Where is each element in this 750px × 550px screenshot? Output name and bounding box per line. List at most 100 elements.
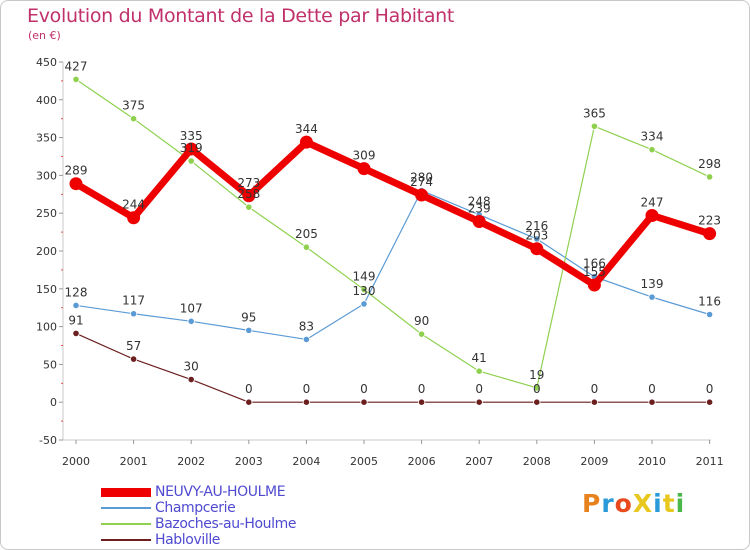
data-point bbox=[645, 208, 659, 222]
data-label: 309 bbox=[353, 149, 376, 163]
data-label: 375 bbox=[122, 99, 145, 113]
data-label: 0 bbox=[475, 382, 483, 396]
data-point bbox=[590, 398, 599, 406]
data-label: 244 bbox=[122, 198, 145, 212]
logo-letter: r bbox=[601, 489, 615, 518]
y-tick-label: 50 bbox=[43, 358, 57, 371]
data-point bbox=[360, 398, 368, 406]
data-label: 155 bbox=[583, 265, 606, 279]
legend-label: Bazoches-au-Houlme bbox=[155, 516, 297, 532]
legend-swatch bbox=[101, 487, 151, 497]
data-label: 427 bbox=[65, 59, 88, 73]
data-point bbox=[187, 157, 195, 165]
y-tick-label: 0 bbox=[50, 396, 57, 409]
data-point bbox=[360, 300, 368, 308]
y-tick-label: 100 bbox=[36, 321, 57, 334]
data-point bbox=[587, 278, 601, 292]
data-label: 130 bbox=[353, 284, 376, 298]
data-label: 128 bbox=[65, 285, 88, 299]
data-point bbox=[242, 189, 256, 203]
data-label: 0 bbox=[303, 382, 311, 396]
data-point bbox=[533, 235, 541, 243]
data-point bbox=[69, 177, 83, 191]
y-tick-label: 250 bbox=[36, 207, 57, 220]
legend-label: Habloville bbox=[155, 532, 221, 548]
x-tick-label: 2009 bbox=[580, 455, 608, 468]
legend-swatch bbox=[101, 507, 151, 509]
x-tick-label: 2007 bbox=[465, 455, 493, 468]
data-label: 280 bbox=[410, 171, 433, 185]
x-tick-label: 2011 bbox=[696, 455, 724, 468]
series-line-bazoches-au-houlme bbox=[75, 78, 711, 389]
data-point bbox=[590, 122, 599, 130]
data-label: 319 bbox=[180, 141, 203, 155]
data-label: 273 bbox=[237, 176, 260, 190]
data-point bbox=[245, 326, 253, 334]
data-label: 0 bbox=[591, 382, 599, 396]
data-point bbox=[472, 215, 486, 229]
data-point bbox=[475, 398, 483, 406]
data-label: 0 bbox=[648, 382, 656, 396]
data-point bbox=[299, 135, 313, 149]
data-point bbox=[127, 211, 141, 225]
logo-letter: X bbox=[632, 489, 654, 518]
data-label: 289 bbox=[65, 164, 88, 178]
data-label: 216 bbox=[525, 219, 548, 233]
data-point bbox=[648, 398, 656, 406]
data-point bbox=[533, 384, 541, 392]
data-label: 41 bbox=[472, 351, 487, 365]
data-label: 117 bbox=[122, 294, 145, 308]
y-tick-label: 450 bbox=[36, 56, 57, 69]
x-tick-label: 2000 bbox=[62, 455, 90, 468]
logo-letter: o bbox=[614, 489, 633, 518]
series-line-hablovilie bbox=[75, 332, 711, 403]
data-label: 0 bbox=[533, 382, 541, 396]
data-label: 335 bbox=[180, 129, 203, 143]
data-point bbox=[533, 398, 541, 406]
data-label: 0 bbox=[360, 382, 368, 396]
data-label: 83 bbox=[299, 319, 314, 333]
series-lines bbox=[69, 75, 717, 406]
y-tick-label: 400 bbox=[36, 94, 57, 107]
series-line-neuvy-au-houlme bbox=[72, 138, 714, 289]
data-label: 248 bbox=[468, 195, 491, 209]
data-label: 203 bbox=[525, 229, 548, 243]
logo-letter: i bbox=[653, 489, 663, 518]
data-label: 298 bbox=[698, 157, 721, 171]
x-tick-label: 2003 bbox=[235, 455, 263, 468]
data-point bbox=[245, 203, 253, 211]
data-label: 149 bbox=[353, 270, 376, 284]
x-tick-label: 2006 bbox=[408, 455, 436, 468]
data-label: 344 bbox=[295, 122, 318, 136]
data-label: 274 bbox=[410, 175, 433, 189]
logo-letter: P bbox=[582, 489, 602, 518]
logo-letter: i bbox=[675, 489, 686, 518]
data-label: 139 bbox=[641, 277, 664, 291]
data-label: 334 bbox=[641, 130, 664, 144]
data-point bbox=[648, 293, 656, 301]
y-tick-label: 150 bbox=[36, 283, 57, 296]
x-tick-label: 2010 bbox=[638, 455, 666, 468]
data-label: 30 bbox=[184, 360, 199, 374]
data-point bbox=[72, 75, 80, 83]
data-point bbox=[302, 335, 310, 344]
data-label: 239 bbox=[468, 202, 491, 216]
data-point bbox=[130, 115, 138, 123]
data-point bbox=[184, 142, 198, 156]
data-label: 166 bbox=[583, 257, 606, 271]
data-point bbox=[302, 398, 310, 406]
data-point bbox=[417, 330, 426, 338]
data-label: 258 bbox=[237, 187, 260, 201]
y-tick-label: -50 bbox=[39, 434, 57, 447]
data-point bbox=[187, 317, 195, 325]
x-tick-label: 2004 bbox=[292, 455, 320, 468]
y-tick-label: 350 bbox=[36, 132, 57, 145]
data-point bbox=[72, 329, 80, 338]
data-label: 0 bbox=[418, 382, 426, 396]
data-point bbox=[415, 188, 429, 202]
data-label: 19 bbox=[529, 368, 544, 382]
data-point bbox=[475, 367, 483, 375]
